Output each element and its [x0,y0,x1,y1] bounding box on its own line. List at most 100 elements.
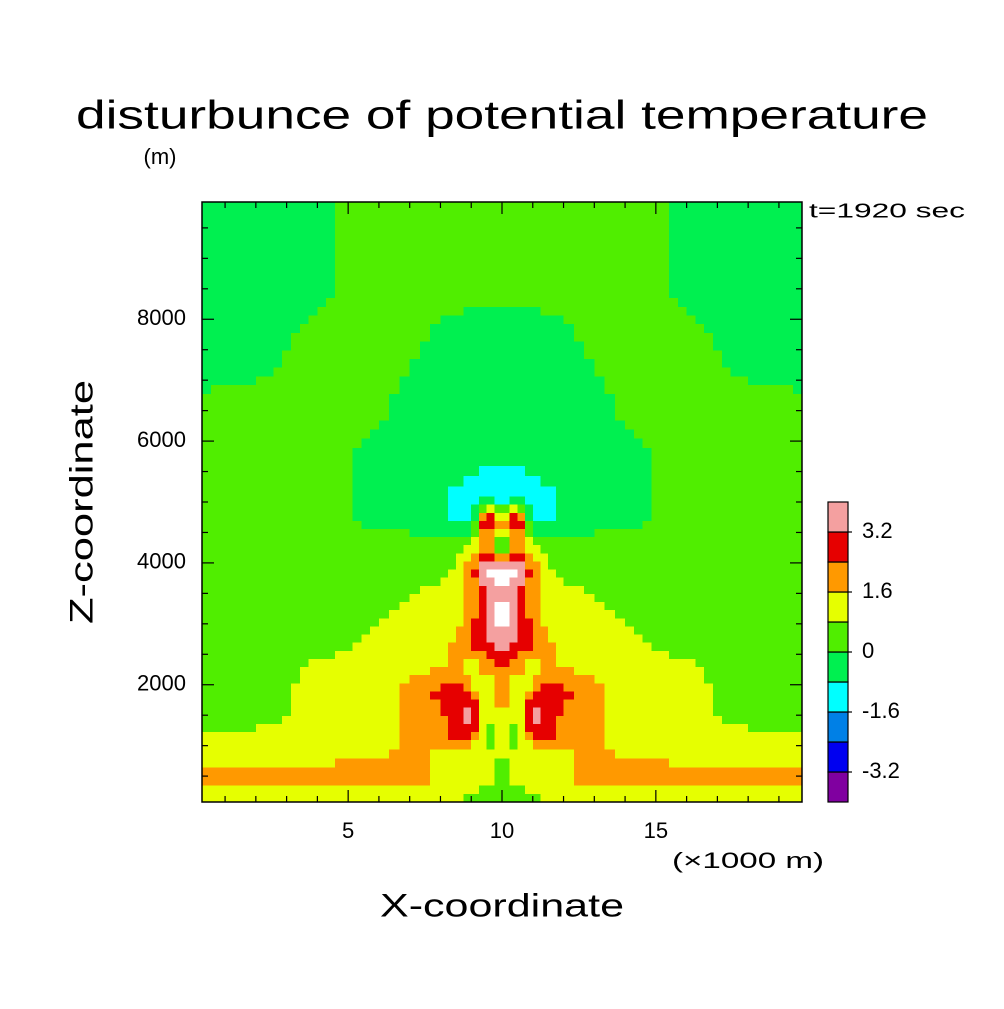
contour-cell [766,698,776,708]
contour-cell [712,520,723,529]
contour-cell [525,262,534,273]
contour-cell [730,228,740,238]
contour-cell [793,739,803,750]
contour-cell [419,731,431,741]
contour-cell [343,757,354,768]
contour-cell [317,202,327,212]
contour-cell [202,723,212,733]
contour-cell [721,245,732,255]
contour-cell [409,757,421,768]
contour-cell [430,262,442,273]
contour-cell [378,690,390,700]
contour-cell [594,793,606,803]
contour-cell [308,262,318,273]
contour-cell [730,475,740,487]
contour-cell [273,793,283,803]
contour-cell [721,438,732,448]
contour-cell [712,254,723,264]
contour-cell [282,512,292,521]
contour-cell [730,245,740,255]
contour-cell [775,674,785,684]
contour-cell [517,625,526,635]
contour-cell [448,202,457,212]
contour-cell [766,410,776,421]
contour-cell [509,297,518,307]
contour-cell [633,625,644,635]
contour-cell [584,707,595,716]
contour-cell [509,560,518,570]
contour-cell [455,393,465,403]
contour-cell [419,475,431,487]
contour-cell [502,650,511,659]
contour-cell [246,401,257,412]
contour-cell [210,520,221,529]
contour-cell [642,569,653,578]
contour-cell [370,428,380,439]
contour-cell [389,776,401,786]
contour-cell [255,504,266,513]
contour-cell [757,341,767,351]
contour-cell [748,495,758,505]
contour-cell [651,658,661,668]
contour-cell [555,748,565,759]
contour-cell [255,731,266,741]
contour-cell [440,271,449,281]
contour-cell [517,757,526,768]
contour-cell [463,544,472,554]
contour-cell [246,715,257,724]
contour-cell [502,698,511,708]
contour-cell [202,633,212,643]
contour-cell [409,271,421,281]
contour-cell [273,698,283,708]
contour-cell [463,698,472,708]
contour-cell [448,349,457,360]
contour-cell [370,577,380,586]
contour-cell [352,536,362,546]
contour-cell [343,784,354,794]
contour-cell [282,617,292,627]
contour-cell [430,236,442,247]
contour-cell [775,375,785,386]
contour-cell [669,739,679,750]
contour-cell [704,219,714,229]
contour-cell [677,560,688,570]
contour-cell [299,715,310,724]
contour-cell [757,715,767,724]
contour-cell [343,254,354,264]
contour-cell [308,428,318,439]
contour-cell [555,297,565,307]
contour-cell [739,475,749,487]
contour-cell [660,262,670,273]
contour-cell [573,609,585,619]
contour-cell [594,332,606,342]
contour-cell [471,465,480,477]
contour-cell [219,617,230,627]
contour-cell [573,757,585,768]
contour-cell [255,601,266,611]
contour-cell [584,341,595,351]
contour-cell [784,528,794,538]
contour-cell [326,428,336,439]
contour-cell [463,438,472,448]
contour-cell [721,288,732,299]
contour-cell [399,262,411,273]
contour-cell [540,349,549,360]
contour-cell [299,748,310,759]
contour-cell [246,552,257,562]
contour-cell [202,271,212,281]
contour-cell [389,475,401,487]
contour-cell [343,375,354,386]
contour-cell [370,297,380,307]
contour-cell [219,757,230,768]
contour-cell [584,447,595,457]
contour-cell [660,609,670,619]
contour-cell [784,367,794,377]
contour-cell [370,593,380,603]
contour-cell [517,245,526,255]
contour-cell [282,642,292,651]
contour-cell [548,456,557,467]
contour-cell [712,465,723,477]
contour-cell [291,528,301,538]
contour-cell [525,723,534,733]
contour-cell [540,288,549,299]
